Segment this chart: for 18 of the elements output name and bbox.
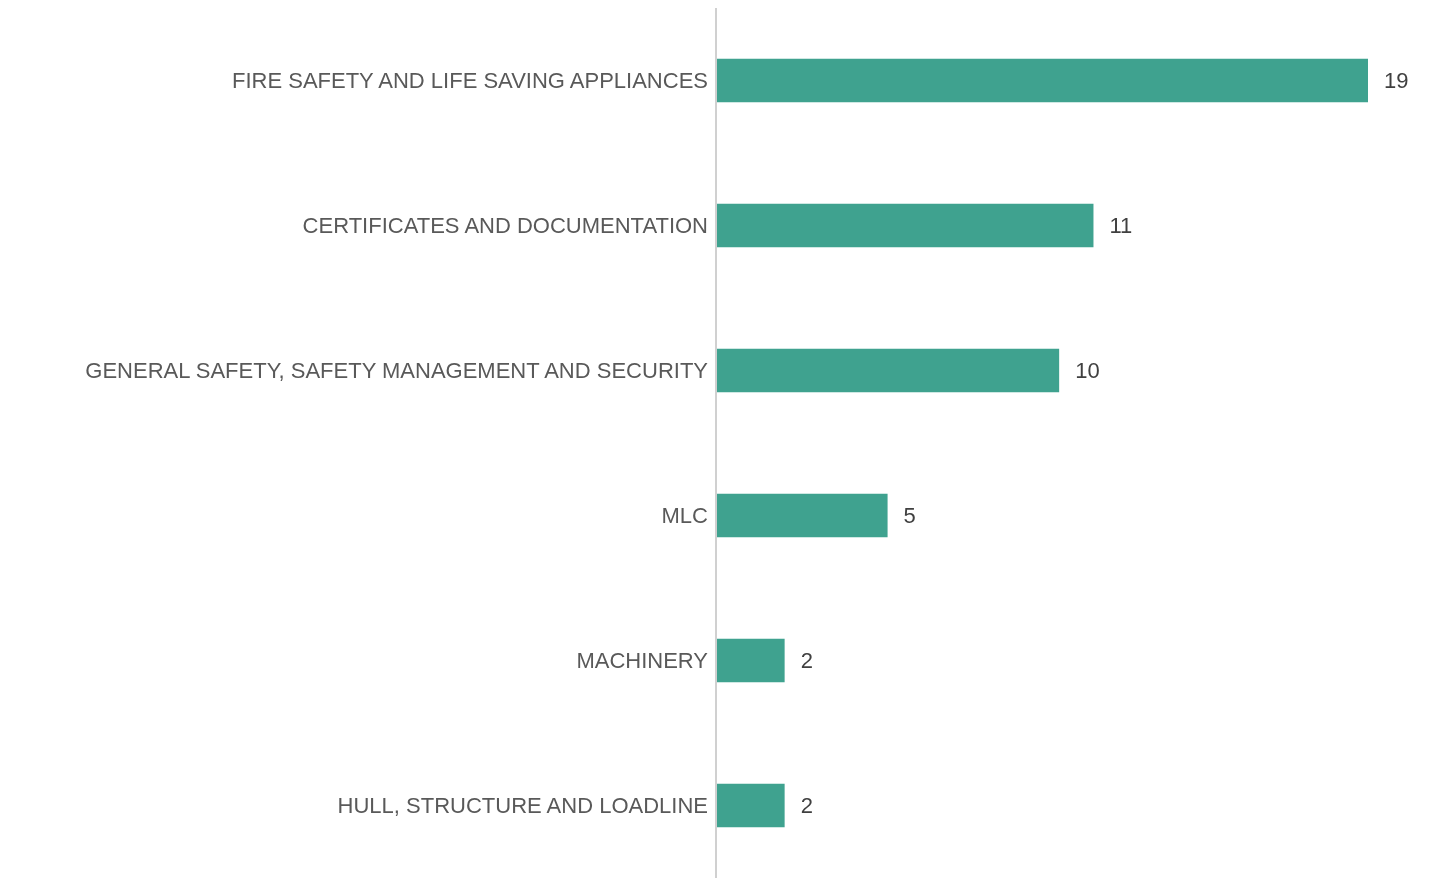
bar <box>716 203 1094 248</box>
data-label: 5 <box>903 503 916 529</box>
bar <box>716 348 1060 393</box>
bar <box>716 638 785 683</box>
data-label: 11 <box>1109 213 1133 239</box>
y-tick-label: FIRE SAFETY AND LIFE SAVING APPLIANCES <box>232 68 708 94</box>
data-label: 2 <box>800 648 813 674</box>
bar <box>716 493 888 538</box>
y-tick-label: HULL, STRUCTURE AND LOADLINE <box>337 793 708 819</box>
data-label: 10 <box>1075 358 1100 384</box>
y-tick-label: GENERAL SAFETY, SAFETY MANAGEMENT AND SECURITY <box>85 358 709 384</box>
y-tick-label: CERTIFICATES AND DOCUMENTATION <box>302 213 708 239</box>
data-label: 19 <box>1384 68 1409 94</box>
bar <box>716 58 1368 103</box>
data-label: 2 <box>800 793 813 819</box>
y-tick-label: MLC <box>661 503 709 529</box>
y-tick-label: MACHINERY <box>576 648 709 674</box>
bar <box>716 783 785 828</box>
